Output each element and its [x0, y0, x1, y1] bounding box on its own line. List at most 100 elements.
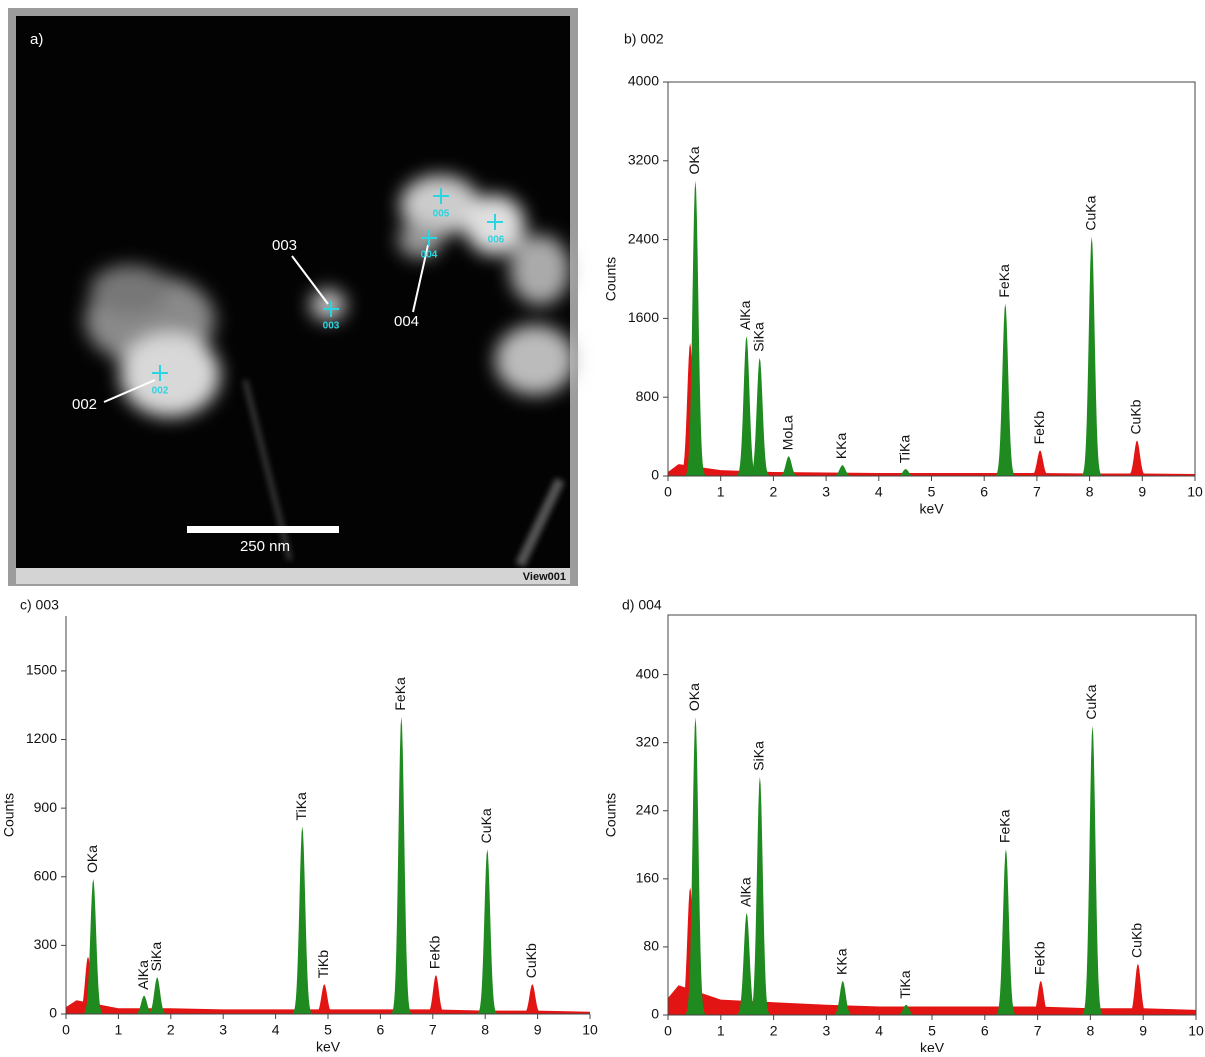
peak-label: CuKb: [1128, 399, 1144, 434]
peak-label: CuKb: [523, 943, 539, 978]
peak-label: FeKa: [996, 264, 1012, 298]
x-tick-label: 4: [875, 484, 883, 500]
x-tick-label: 9: [1139, 1023, 1147, 1039]
y-tick-label: 2400: [628, 230, 659, 246]
peak: [749, 357, 770, 476]
marker-label: 006: [488, 235, 505, 246]
x-tick-label: 2: [167, 1022, 175, 1038]
x-tick-label: 10: [582, 1022, 598, 1038]
peak: [1081, 236, 1102, 476]
x-tick-label: 4: [272, 1022, 280, 1038]
background-spectrum: [66, 1000, 590, 1014]
x-tick-label: 2: [770, 1023, 778, 1039]
chart-title: b) 002: [624, 31, 664, 47]
peak-label: SiKa: [148, 942, 164, 972]
peak-label: FeKa: [997, 809, 1013, 843]
x-tick-label: 5: [928, 1023, 936, 1039]
peak-label: MoLa: [779, 415, 795, 450]
x-axis-label: keV: [316, 1039, 341, 1052]
marker-label: 003: [323, 321, 340, 332]
peak-label: FeKb: [1031, 941, 1047, 975]
peak: [685, 717, 706, 1015]
peak: [832, 465, 853, 476]
x-tick-label: 3: [219, 1022, 227, 1038]
peak: [685, 180, 706, 476]
peak-label: OKa: [84, 845, 100, 873]
peak-label: CuKa: [1083, 684, 1099, 719]
x-tick-label: 10: [1188, 1023, 1204, 1039]
x-tick-label: 6: [377, 1022, 385, 1038]
x-tick-label: 7: [1033, 484, 1041, 500]
y-tick-label: 600: [34, 867, 58, 883]
peak: [679, 343, 701, 476]
x-tick-label: 8: [1086, 484, 1094, 500]
marker-label: 004: [421, 250, 438, 261]
x-tick-label: 9: [534, 1022, 542, 1038]
peak-label: KKa: [833, 948, 849, 975]
y-axis-label: Counts: [603, 793, 619, 837]
peak: [477, 849, 498, 1014]
x-axis-label: keV: [919, 501, 944, 517]
x-tick-label: 4: [875, 1023, 883, 1039]
y-axis-label: Counts: [1, 793, 17, 837]
peak-label: TiKa: [293, 792, 309, 820]
peak: [292, 826, 313, 1014]
peak: [314, 984, 335, 1014]
peak: [77, 956, 99, 1014]
y-tick-label: 0: [651, 1006, 659, 1022]
x-tick-label: 7: [429, 1022, 437, 1038]
marker-label: 002: [152, 386, 169, 397]
peak: [995, 849, 1017, 1015]
x-tick-label: 0: [664, 1023, 672, 1039]
peak-label: KKa: [833, 432, 849, 459]
markers: [152, 188, 503, 381]
micrograph-panel: a) 003 002 004 002 003 004 005 006 250 n…: [8, 8, 578, 586]
view-label: View001: [523, 571, 566, 583]
x-tick-label: 6: [981, 1023, 989, 1039]
y-tick-label: 800: [636, 388, 660, 404]
y-tick-label: 80: [643, 938, 659, 954]
chart-title: d) 004: [622, 597, 662, 613]
x-axis-label: keV: [920, 1040, 945, 1052]
peak-label: FeKa: [392, 677, 408, 711]
x-tick-label: 5: [324, 1022, 332, 1038]
x-tick-label: 1: [717, 1023, 725, 1039]
x-tick-label: 8: [481, 1022, 489, 1038]
callout: 004: [394, 313, 419, 330]
peak: [895, 469, 916, 476]
y-tick-label: 240: [636, 801, 660, 817]
y-tick-label: 320: [636, 733, 660, 749]
x-tick-label: 0: [664, 484, 672, 500]
peak: [1082, 725, 1103, 1015]
y-tick-label: 1500: [26, 662, 57, 678]
scale-label: 250 nm: [240, 538, 290, 555]
peak: [778, 456, 799, 476]
peak-label: CuKa: [478, 808, 494, 843]
y-axis-label: Counts: [603, 257, 619, 301]
y-tick-label: 4000: [628, 73, 659, 89]
peak-label: OKa: [686, 683, 702, 711]
x-tick-label: 9: [1138, 484, 1146, 500]
peak-label: FeKb: [1031, 411, 1047, 445]
peak-label: TiKa: [897, 970, 913, 998]
peak: [995, 303, 1016, 476]
y-tick-label: 900: [34, 799, 58, 815]
peak: [83, 879, 104, 1014]
x-tick-label: 1: [115, 1022, 123, 1038]
peak: [832, 980, 853, 1015]
peak: [1126, 440, 1148, 476]
y-tick-label: 0: [49, 1005, 57, 1021]
peak-label: AlKa: [135, 960, 151, 990]
peak: [425, 975, 447, 1014]
x-tick-label: 6: [980, 484, 988, 500]
callout: 002: [72, 396, 97, 413]
peak: [895, 1004, 917, 1015]
y-tick-label: 300: [34, 936, 58, 952]
peak-label: AlKa: [737, 877, 753, 907]
particles: [85, 175, 575, 417]
peak: [736, 912, 757, 1015]
y-tick-label: 1200: [26, 730, 57, 746]
y-tick-label: 1600: [628, 309, 659, 325]
